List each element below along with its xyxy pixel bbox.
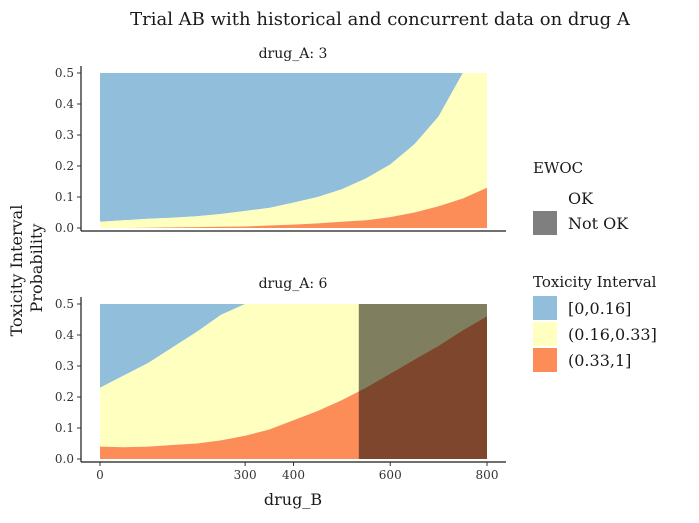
legend-interval-low-key [533,296,557,320]
y-tick-label-panel-1: 0.4 [55,97,74,111]
legend-ewoc-title: EWOC [533,159,583,177]
x-tick-label: 400 [282,468,305,482]
panel-bottom: drug_A: 6 0.0 0.1 0.2 0.3 0.4 0.5 [55,276,506,466]
chart-title: Trial AB with historical and concurrent … [130,9,631,30]
panel-top: drug_A: 3 0.0 0.1 0.2 0.3 0.4 0.5 [55,46,506,235]
legend-ewoc-ok-key [533,186,557,210]
legend-ewoc-ok-label: OK [568,189,594,208]
legend-interval-high-label: (0.33,1] [568,351,631,370]
area-interval-high-panel-1 [100,187,487,228]
area-interval-low-panel-1 [100,73,487,222]
y-tick-label-panel-1: 0.1 [55,190,74,204]
strip-label-bottom: drug_A: 6 [259,276,328,292]
x-tick-label: 0 [96,468,104,482]
x-tick-label: 800 [476,468,499,482]
x-tick-label: 600 [379,468,402,482]
legend-interval-mid-key [533,322,557,346]
area-interval-mid-panel-1 [100,73,487,228]
x-axis-title: drug_B [264,490,322,509]
y-tick-label-panel-1: 0.2 [55,159,74,173]
strip-label-top: drug_A: 3 [259,46,328,62]
y-tick-label-panel-2: 0.1 [55,421,74,435]
y-tick-label-panel-2: 0.5 [55,297,74,311]
legend-ewoc-notok-key [533,211,557,235]
y-tick-label-panel-1: 0.0 [55,221,74,235]
y-tick-label-panel-1: 0.5 [55,66,74,80]
legend-interval-title: Toxicity Interval [533,273,657,291]
not-ok-region-panel-2 [358,304,487,459]
legend-ewoc: EWOC OK Not OK [533,159,629,235]
area-interval-low-panel-2 [100,304,487,388]
legend-interval-mid-label: (0.16,0.33] [568,325,657,344]
legend-interval-low-label: [0,0.16] [568,299,631,318]
legend-interval: Toxicity Interval [0,0.16] (0.16,0.33] (… [533,273,657,372]
y-tick-label-panel-2: 0.0 [55,452,74,466]
y-tick-label-panel-2: 0.3 [55,359,74,373]
x-tick-label: 300 [234,468,257,482]
y-axis-title-line-2: Probability [27,224,46,313]
y-tick-label-panel-2: 0.2 [55,390,74,404]
y-tick-label-panel-1: 0.3 [55,128,74,142]
y-axis-title-line-1: Toxicity Interval [7,205,26,337]
y-axis-title: Toxicity Interval Probability [7,200,46,337]
y-tick-label-panel-2: 0.4 [55,328,74,342]
legend-ewoc-notok-label: Not OK [568,214,629,233]
legend-interval-high-key [533,348,557,372]
